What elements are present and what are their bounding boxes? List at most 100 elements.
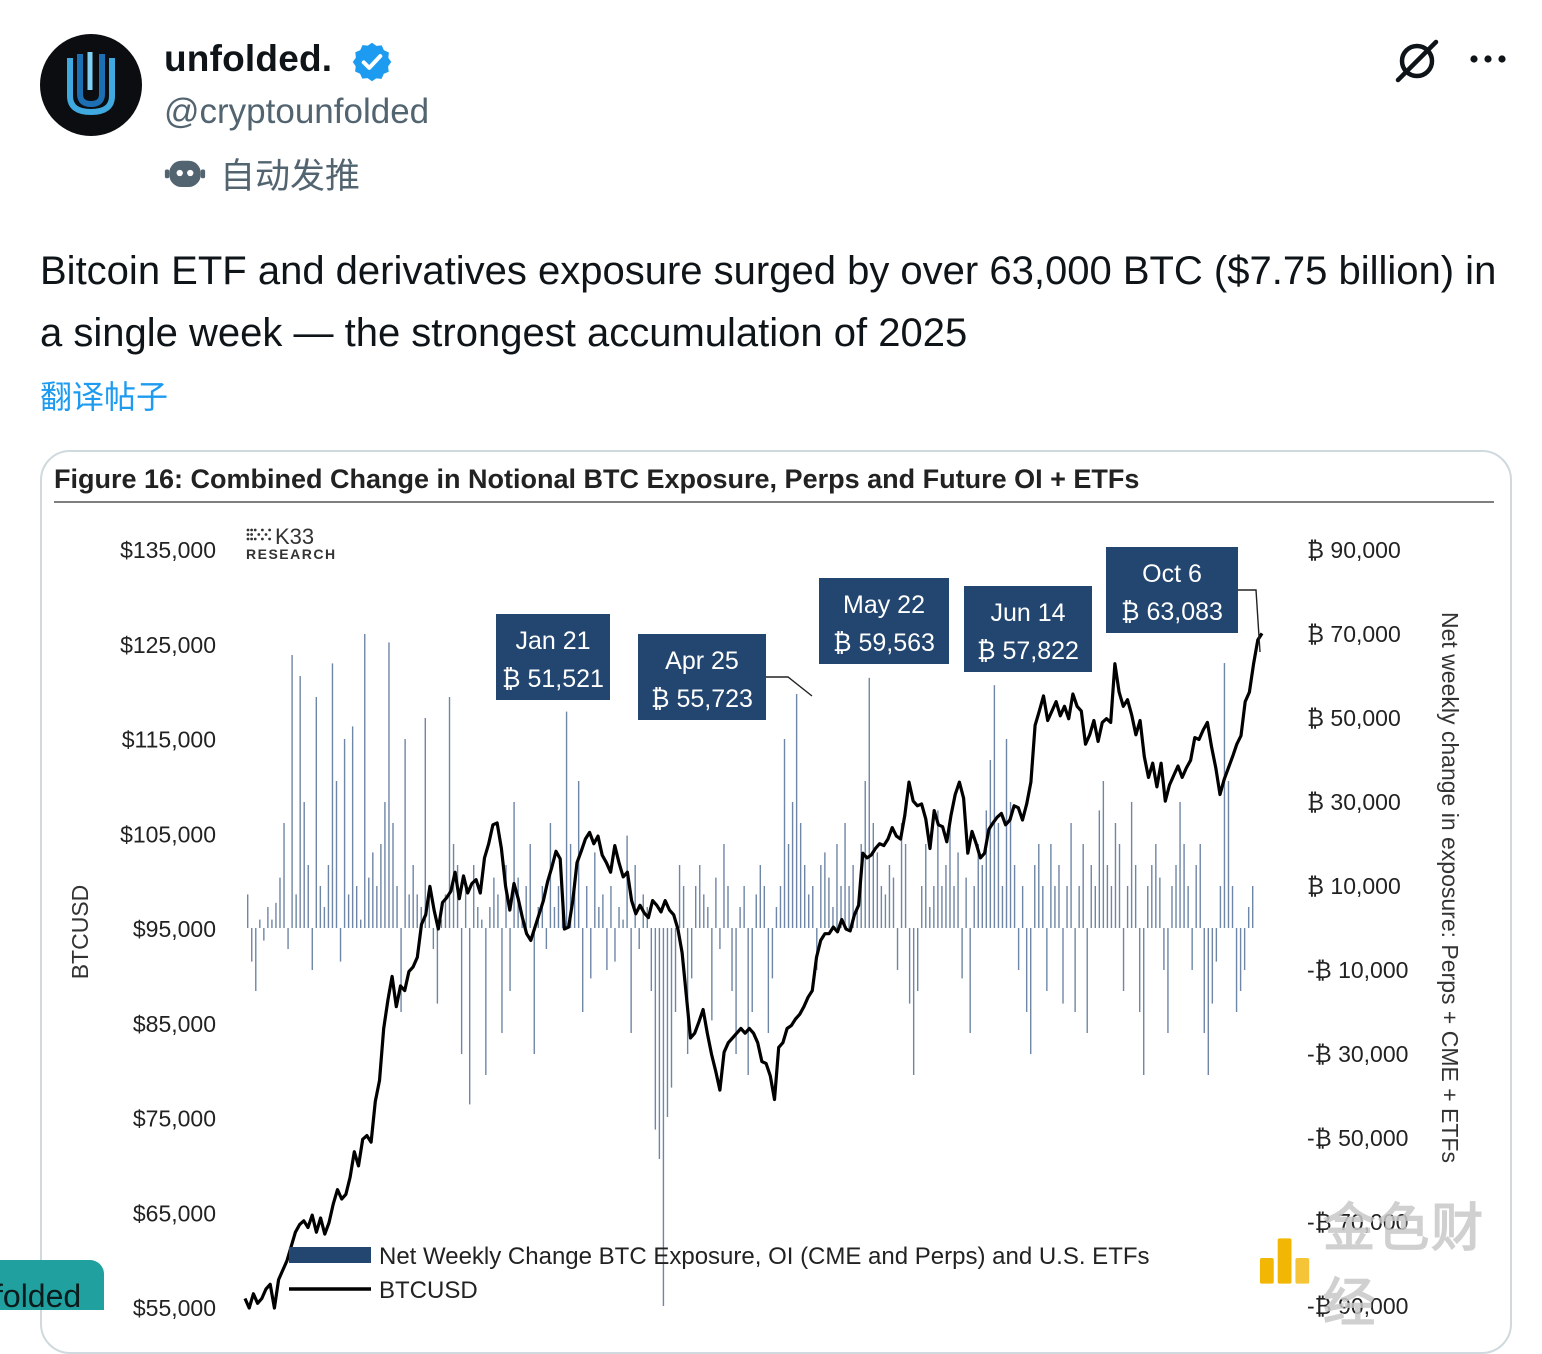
y2-tick-label: ₿ 30,000 <box>1307 789 1401 815</box>
bar <box>1005 739 1008 928</box>
bar <box>690 928 693 979</box>
bar <box>1062 928 1064 1004</box>
bar <box>436 928 439 1004</box>
bar <box>957 852 959 928</box>
y-axis-label: BTCUSD <box>67 885 93 980</box>
bar <box>1151 865 1153 928</box>
bar <box>331 663 334 928</box>
bar <box>586 886 588 928</box>
bar <box>380 844 382 928</box>
k33-research-logo: K33 RESEARCH <box>246 524 335 562</box>
bar <box>1102 781 1105 928</box>
bar <box>307 865 309 928</box>
bar <box>351 726 354 928</box>
y2-tick-label: ₿ 90,000 <box>1307 537 1401 563</box>
bar <box>311 928 313 970</box>
more-options-icon[interactable] <box>1466 44 1510 74</box>
grok-icon[interactable] <box>1392 36 1442 86</box>
bar <box>1126 886 1129 928</box>
bar <box>1017 928 1020 970</box>
bar <box>658 928 661 1159</box>
bar <box>751 928 753 1012</box>
bar <box>896 928 899 970</box>
bar <box>779 886 782 928</box>
bar <box>355 886 358 928</box>
bar <box>444 894 447 928</box>
bar <box>392 823 394 928</box>
bar <box>1219 886 1222 928</box>
bar <box>1098 810 1101 928</box>
bar <box>763 886 766 928</box>
bar <box>1070 823 1072 928</box>
callout-box <box>964 586 1092 672</box>
callout-value: ₿ 55,723 <box>651 685 753 713</box>
bar <box>263 928 265 941</box>
bar <box>703 894 705 928</box>
bar <box>755 894 757 928</box>
bar <box>388 642 390 928</box>
author-name[interactable]: unfolded. <box>164 38 333 79</box>
legend-swatch-bar <box>289 1247 371 1263</box>
callout-value: ₿ 57,822 <box>977 637 1079 665</box>
callout-date: Jan 21 <box>515 627 590 655</box>
bar <box>937 810 939 928</box>
unfolded-logo-icon <box>67 52 115 116</box>
bar <box>408 894 410 928</box>
bar <box>416 894 418 928</box>
bar <box>1163 928 1165 970</box>
legend-label: BTCUSD <box>379 1277 478 1304</box>
author-handle[interactable]: @cryptounfolded <box>164 92 430 131</box>
bar <box>973 886 975 928</box>
bar <box>840 886 842 928</box>
y-tick-label: $115,000 <box>122 727 216 753</box>
y2-tick-label: -₿ 30,000 <box>1307 1041 1408 1067</box>
bar <box>501 928 503 1033</box>
avatar[interactable] <box>40 34 142 136</box>
bar <box>622 919 624 928</box>
bar <box>489 907 491 928</box>
callout: Jan 21 ₿ 51,521 <box>496 614 610 700</box>
bar <box>1171 886 1173 928</box>
bar <box>634 865 636 928</box>
bar <box>259 919 261 928</box>
bar <box>791 802 794 928</box>
y2-tick-label: -₿ 50,000 <box>1307 1125 1408 1151</box>
bar <box>432 928 435 949</box>
bar <box>1009 802 1012 928</box>
bar <box>271 919 273 928</box>
bar <box>513 802 515 928</box>
callout-leader <box>1238 589 1261 653</box>
brand-dot <box>246 528 250 532</box>
y2-tick-label: ₿ 10,000 <box>1307 873 1401 899</box>
bar <box>650 928 653 991</box>
brand-name: K33 <box>275 524 314 549</box>
bar <box>335 781 338 928</box>
translate-post-link[interactable]: 翻译帖子 <box>40 378 169 416</box>
callout-box <box>819 578 949 664</box>
bar <box>1147 886 1149 928</box>
bar <box>529 844 531 928</box>
bar <box>1199 844 1201 928</box>
bar <box>678 865 681 928</box>
bar <box>771 928 774 979</box>
bar <box>553 907 556 928</box>
bar <box>1231 886 1234 928</box>
bar <box>1183 844 1185 928</box>
bar <box>473 865 475 928</box>
bar <box>464 886 467 928</box>
bar <box>985 810 988 928</box>
bar <box>1215 928 1218 962</box>
brand-dot <box>250 537 254 541</box>
y2-tick-label: ₿ 50,000 <box>1307 705 1401 731</box>
callout: Jun 14 ₿ 57,822 <box>964 586 1092 672</box>
bar <box>699 865 701 928</box>
bar <box>993 685 996 928</box>
bar <box>707 907 709 928</box>
tweet-media[interactable]: K33 RESEARCH Figure 16: Combined Change … <box>40 450 1512 1354</box>
watermark-left: folded <box>0 1260 104 1310</box>
bar <box>533 928 535 1054</box>
bar <box>662 928 665 1306</box>
bar <box>279 877 281 928</box>
bar <box>1025 928 1028 1012</box>
bar <box>848 886 850 928</box>
